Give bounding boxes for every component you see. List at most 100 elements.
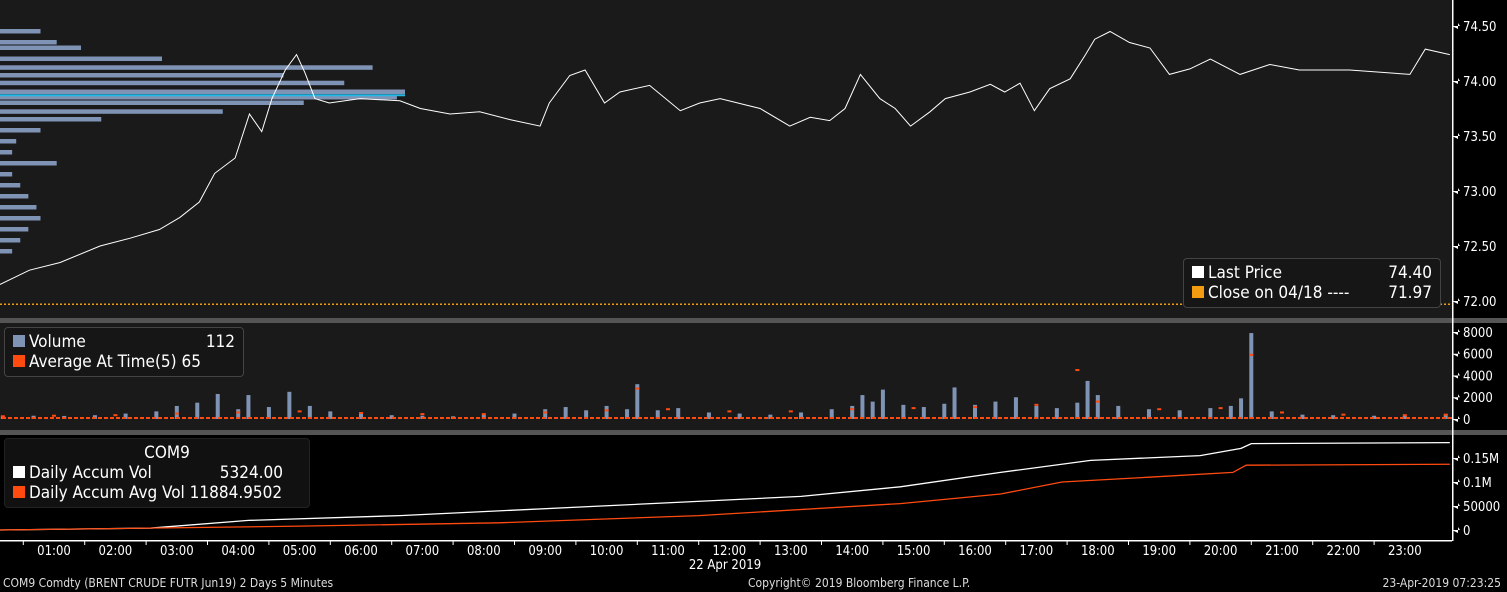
average-baseline-dash: [314, 417, 318, 419]
average-baseline-dash: [74, 417, 78, 419]
average-baseline-dash: [980, 417, 984, 419]
average-baseline-dash: [458, 417, 462, 419]
x-axis-line: [0, 540, 1452, 542]
average-baseline-dash: [122, 417, 126, 419]
average-baseline-dash: [152, 417, 156, 419]
volume-bar: [215, 393, 220, 419]
average-baseline-dash: [1424, 417, 1428, 419]
average-baseline-dash: [932, 417, 936, 419]
volume-bar: [1249, 333, 1254, 419]
average-baseline-dash: [884, 417, 888, 419]
average-baseline-dash: [356, 417, 360, 419]
volume-profile-bar: [0, 45, 81, 50]
average-baseline-dash: [1400, 417, 1404, 419]
average-baseline-dash: [896, 417, 900, 419]
average-baseline-dash: [1028, 417, 1032, 419]
average-baseline-dash: [452, 417, 456, 419]
panel-divider: [0, 430, 1507, 435]
volume-bar: [1239, 398, 1244, 419]
y-tick-label: 72.00: [1463, 295, 1496, 310]
average-baseline-dash: [644, 417, 648, 419]
volume-bar: [307, 405, 312, 419]
price-line: [0, 30, 1450, 285]
average-marker: [1095, 400, 1100, 403]
average-baseline-dash: [332, 417, 336, 419]
average-baseline-dash: [1286, 417, 1290, 419]
average-baseline-dash: [1310, 417, 1314, 419]
average-baseline-dash: [1064, 417, 1068, 419]
average-baseline-dash: [1346, 417, 1350, 419]
volume-bar: [266, 407, 271, 419]
volume-bar: [1013, 397, 1018, 419]
x-tick-label: 17:00: [1020, 544, 1054, 559]
average-baseline-dash: [1364, 417, 1368, 419]
average-baseline-dash: [1202, 417, 1206, 419]
volume-bar: [768, 414, 773, 419]
average-baseline-dash: [230, 417, 234, 419]
average-marker: [113, 414, 118, 417]
average-baseline-dash: [1382, 417, 1386, 419]
average-baseline-dash: [20, 417, 24, 419]
average-baseline-dash: [1070, 417, 1074, 419]
legend-label: Daily Accum Avg Vol: [29, 483, 185, 503]
volume-bar: [1054, 408, 1059, 419]
y-tick-label: 0.1M: [1463, 476, 1492, 491]
accum-line: [0, 441, 1450, 531]
average-baseline-dash: [1160, 417, 1164, 419]
volume-profile-bar: [0, 65, 373, 70]
average-marker: [666, 408, 670, 411]
volume-bar: [195, 402, 200, 419]
volume-bar: [870, 401, 875, 419]
average-baseline-dash: [1280, 417, 1284, 419]
average-baseline-dash: [818, 417, 822, 419]
average-baseline-dash: [836, 417, 840, 419]
average-baseline-dash: [8, 417, 12, 419]
average-baseline-dash: [1322, 417, 1326, 419]
x-tick-label: 22:00: [1327, 544, 1361, 559]
average-baseline-dash: [422, 417, 426, 419]
volume-bar: [625, 409, 630, 419]
average-baseline-dash: [854, 417, 858, 419]
legend-swatch: [13, 355, 25, 367]
y-tick: [1452, 503, 1460, 509]
average-baseline-dash: [260, 417, 264, 419]
volume-bar: [512, 413, 517, 419]
volume-profile-bar: [0, 29, 41, 34]
volume-bar: [236, 409, 241, 419]
x-tick-label: 03:00: [160, 544, 194, 559]
x-tick-label: 16:00: [958, 544, 992, 559]
x-tick-label: 07:00: [406, 544, 440, 559]
volume-bar: [1116, 405, 1121, 419]
average-baseline-dash: [722, 417, 726, 419]
average-baseline-dash: [1370, 417, 1374, 419]
x-tick-label: 19:00: [1142, 544, 1176, 559]
average-baseline-dash: [1214, 417, 1218, 419]
legend-item-accum-avg: Daily Accum Avg Vol 11884.9502: [13, 483, 301, 503]
average-baseline-dash: [1016, 417, 1020, 419]
average-baseline-dash: [800, 417, 804, 419]
x-tick-label: 12:00: [713, 544, 747, 559]
x-tick-label: 23:00: [1388, 544, 1422, 559]
average-baseline-dash: [1058, 417, 1062, 419]
average-baseline-dash: [302, 417, 306, 419]
average-baseline-dash: [1250, 417, 1254, 419]
average-baseline-dash: [1418, 417, 1422, 419]
average-marker: [727, 410, 732, 413]
x-tick-label: 08:00: [467, 544, 501, 559]
average-baseline-dash: [1142, 417, 1146, 419]
average-marker: [543, 411, 548, 414]
legend-label: Last Price: [1208, 263, 1282, 283]
average-baseline-dash: [56, 417, 60, 419]
average-baseline-dash: [140, 417, 144, 419]
volume-bar: [921, 407, 926, 419]
average-marker: [174, 412, 179, 415]
volume-bar: [389, 415, 394, 419]
x-tick-label: 04:00: [221, 544, 255, 559]
average-marker: [1341, 413, 1346, 416]
average-marker: [236, 411, 241, 414]
average-baseline-dash: [998, 417, 1002, 419]
average-baseline-dash: [416, 417, 420, 419]
volume-bar: [706, 412, 711, 419]
average-baseline-dash: [1082, 417, 1086, 419]
